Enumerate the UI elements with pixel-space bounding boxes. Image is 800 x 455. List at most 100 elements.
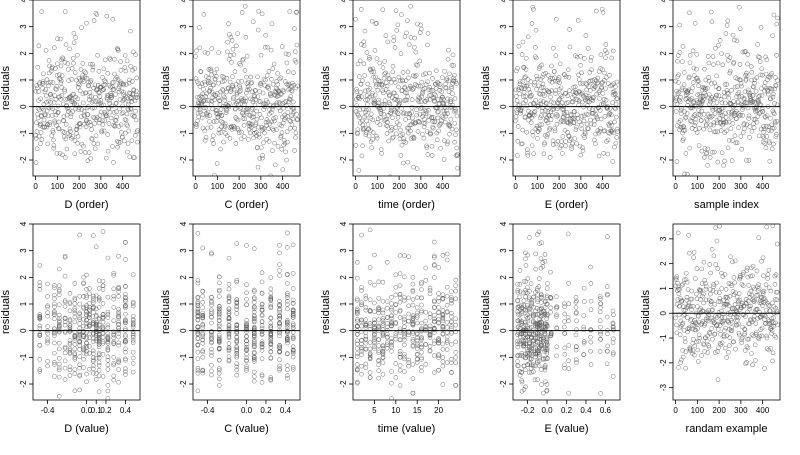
residual-point [397,337,403,342]
residual-point [682,70,687,75]
residual-point [770,350,776,356]
residual-point [402,369,407,374]
residual-point [36,133,42,139]
residual-point [197,25,202,30]
residual-point [444,360,450,365]
x-tick-label: 20 [434,406,443,415]
residual-point [107,57,113,62]
residual-point [529,21,535,26]
residual-point [88,78,94,83]
residual-point [455,165,460,171]
residual-point [682,277,687,283]
residual-point [223,131,228,136]
residual-point [381,76,387,81]
residual-point [754,330,759,335]
x-axis-label: sample index [694,199,759,211]
residual-point [362,28,368,34]
residual-point [709,299,714,304]
residual-point [693,120,698,126]
residual-point [252,350,257,356]
residual-point [263,77,268,83]
residual-point [380,90,386,95]
residual-point [561,324,567,330]
residual-point [525,312,531,318]
residual-point [427,335,433,340]
residual-point [209,251,214,257]
residual-point [209,298,214,304]
residual-point [432,239,437,245]
residual-point [533,55,539,61]
residual-point [259,115,264,121]
residual-point [271,103,277,108]
residual-point [551,100,556,106]
residual-point [524,82,530,88]
residual-point [367,308,373,313]
residual-point [419,342,424,347]
residual-point [372,317,377,323]
residual-point [435,115,441,121]
residual-point [554,121,560,127]
residual-point [268,47,274,53]
residual-point [216,346,222,351]
residual-point [449,342,454,347]
residual-point [393,310,399,315]
residual-point [264,73,270,78]
residual-point [56,325,62,330]
residual-point [216,324,222,329]
residual-point [62,328,68,334]
residual-point [380,310,386,316]
residual-point [444,294,450,299]
residual-point [78,149,84,154]
residual-point [436,341,441,346]
residual-point [542,347,548,352]
residual-point [99,128,105,134]
residual-point [533,98,538,103]
residual-point [89,136,95,142]
residual-point [100,334,106,340]
residual-point [432,327,437,333]
residual-point [217,414,221,418]
residual-point [446,78,451,84]
residual-point [52,118,58,124]
residual-point [285,139,290,145]
residual-point [760,303,765,308]
residual-point [575,18,581,23]
residual-point [109,93,114,99]
residual-point [216,357,222,363]
residual-point [519,378,524,383]
residual-point [690,80,696,85]
residual-point [379,151,384,156]
residual-point [67,318,73,324]
residual-point [359,371,364,377]
residual-point [214,161,220,166]
residual-point [130,79,135,84]
residual-point [726,95,732,101]
residual-point [436,367,441,373]
residual-point [744,265,750,271]
residual-point [402,84,408,90]
residual-point [772,273,778,279]
residual-point [49,94,54,100]
residual-point [359,302,364,308]
residual-point [548,305,554,311]
residual-point [355,316,360,322]
residual-point [56,393,62,399]
residual-point [358,7,364,12]
residual-point [83,70,88,76]
residual-point [279,130,285,135]
residual-point [287,97,293,102]
residual-point [530,362,536,367]
residual-point [121,89,126,95]
residual-point [444,347,450,352]
residual-point [598,52,604,57]
residual-point [539,367,544,372]
residual-point [290,315,296,320]
y-axis-label: residuals [160,289,172,334]
residual-point [695,304,700,309]
residual-point [132,98,138,104]
residual-point [389,313,394,319]
residual-point [244,302,249,308]
residual-point [759,66,765,72]
residual-point [577,81,583,86]
